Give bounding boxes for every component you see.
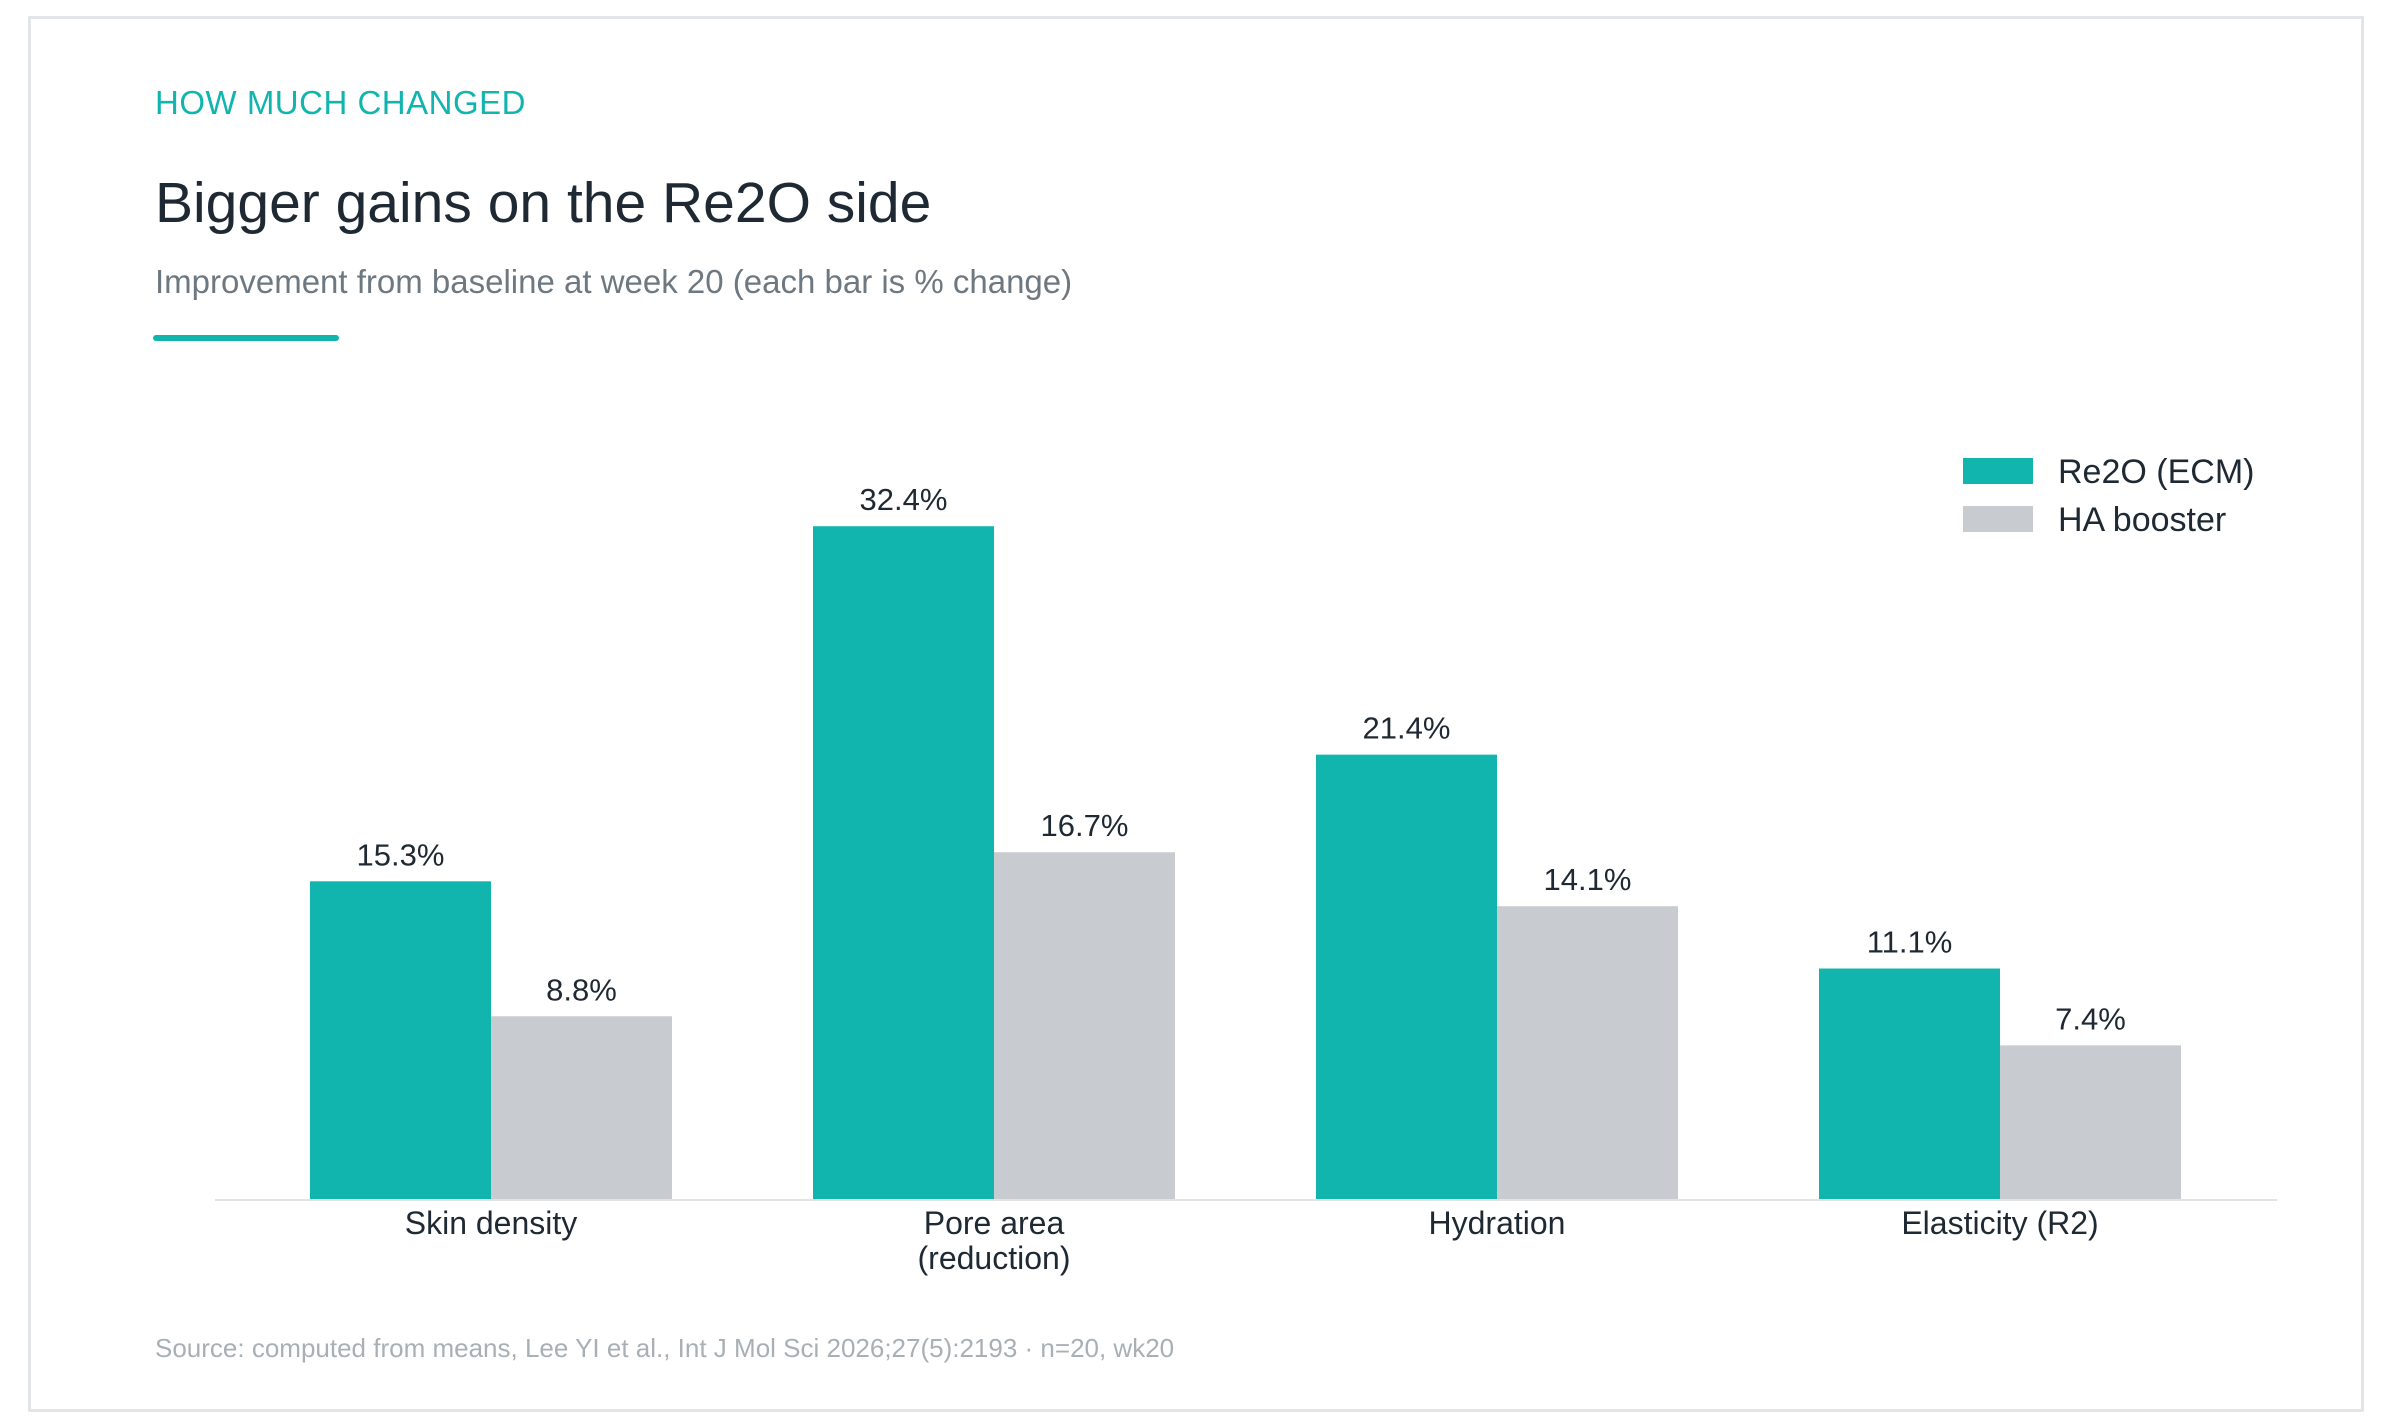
bar-ha-3 [2000,1045,2181,1199]
bar-ha-0 [491,1016,672,1199]
source-note: Source: computed from means, Lee YI et a… [155,1333,1175,1363]
accent-underline [153,335,339,341]
value-label: 11.1% [1867,925,1953,960]
category-label: Elasticity (R2) [1901,1205,2098,1241]
legend-swatch [1963,458,2033,484]
category-label: Skin density [405,1205,578,1241]
bar-ha-1 [994,852,1175,1199]
eyebrow-label: HOW MUCH CHANGED [155,84,526,121]
category-label: (reduction) [918,1240,1071,1276]
bar-re2o-2 [1316,754,1497,1199]
category-label: Hydration [1429,1205,1566,1241]
category-label: Pore area [924,1205,1065,1241]
value-label: 21.4% [1363,711,1451,746]
bar-ha-2 [1497,906,1678,1199]
bar-re2o-1 [813,526,994,1199]
value-label: 14.1% [1544,862,1632,897]
value-label: 32.4% [860,482,948,517]
value-label: 7.4% [2055,1001,2126,1036]
value-label: 16.7% [1041,808,1129,843]
chart-subtitle: Improvement from baseline at week 20 (ea… [155,263,1073,300]
value-label: 15.3% [357,837,445,872]
legend-label: HA booster [2058,501,2226,539]
bar-re2o-0 [310,881,491,1199]
value-label: 8.8% [546,972,617,1007]
legend-label: Re2O (ECM) [2058,453,2254,491]
chart-title: Bigger gains on the Re2O side [155,171,932,235]
legend-swatch [1963,506,2033,532]
bar-re2o-3 [1819,968,2000,1199]
